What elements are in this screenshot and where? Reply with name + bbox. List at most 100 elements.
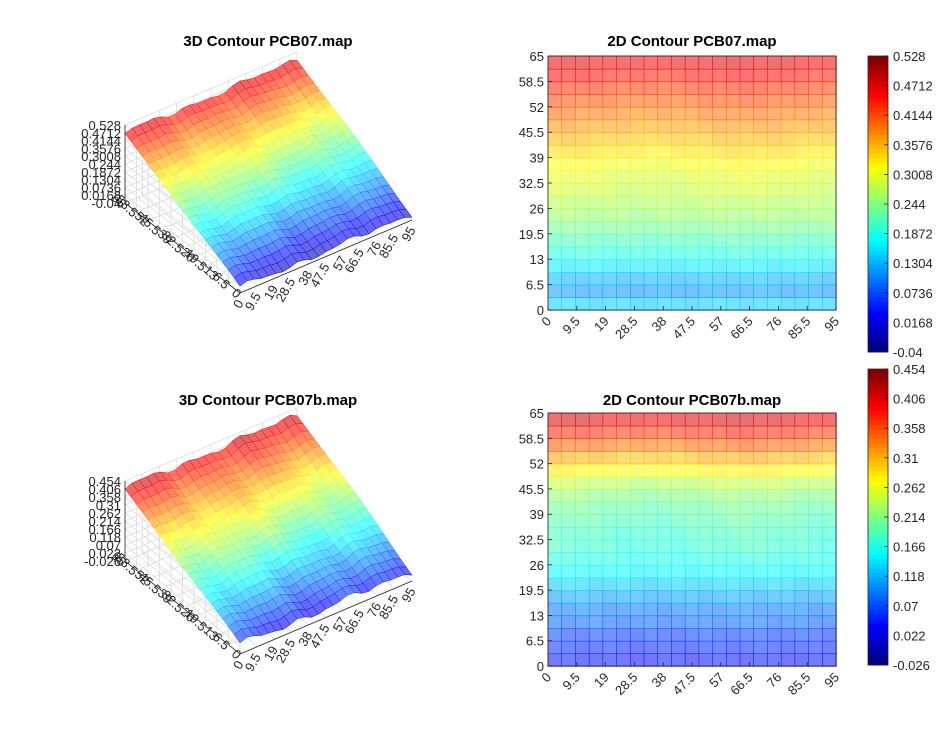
- heatmap-cell: [684, 195, 700, 210]
- heatmap-cell: [794, 551, 810, 566]
- z-tick-label: 0.0736: [81, 180, 121, 195]
- heatmap-cell: [780, 220, 796, 235]
- heatmap-cell: [753, 412, 769, 427]
- heatmap-cell: [780, 93, 796, 108]
- colorbar-swatch: [868, 396, 888, 402]
- heatmap-cell: [794, 68, 810, 83]
- heatmap-cell: [794, 182, 810, 197]
- heatmap-cell: [794, 93, 810, 108]
- heatmap-cell: [698, 463, 714, 477]
- heatmap-cell: [684, 412, 700, 427]
- heatmap-cell: [753, 437, 769, 452]
- heatmap-cell: [725, 81, 741, 95]
- z-tick-label: -0.04: [91, 196, 121, 211]
- heatmap-cell: [547, 501, 563, 515]
- heatmap-cell: [643, 602, 659, 617]
- heatmap-cell: [616, 258, 631, 273]
- heatmap-cell: [808, 208, 823, 222]
- colorbar-swatch: [868, 347, 888, 353]
- heatmap-cell: [629, 640, 645, 655]
- colorbar-tick-label: 0.454: [893, 362, 926, 377]
- heatmap-cell: [794, 195, 810, 210]
- colorbar-swatch: [868, 56, 888, 62]
- heatmap-cell: [698, 627, 714, 642]
- heatmap-cell: [547, 475, 563, 490]
- heatmap-cell: [712, 564, 727, 579]
- heatmap-cell: [808, 68, 823, 83]
- heatmap-cell: [767, 144, 782, 159]
- colorbar-swatch: [868, 456, 888, 463]
- heatmap-cell: [671, 475, 686, 490]
- heatmap-cell: [643, 195, 659, 210]
- colorbar-swatch: [868, 120, 888, 126]
- heatmap-cell: [671, 640, 686, 655]
- heatmap-cell: [794, 577, 810, 591]
- y-tick-label: 13: [530, 608, 544, 623]
- heatmap-cell: [725, 615, 741, 629]
- heatmap-cell: [616, 475, 631, 490]
- heatmap-cell: [616, 488, 631, 503]
- heatmap-cell: [588, 653, 604, 667]
- heatmap-cell: [753, 93, 769, 108]
- heatmap-cell: [561, 526, 577, 541]
- heatmap-cell: [684, 513, 700, 528]
- heatmap-cell: [821, 564, 837, 579]
- y-tick-label: 39: [530, 151, 544, 166]
- heatmap-cell: [575, 425, 590, 439]
- x-tick-label: 76: [764, 670, 785, 691]
- heatmap-cell: [821, 106, 837, 121]
- heatmap-cell: [561, 81, 577, 95]
- heatmap-cell: [712, 539, 727, 553]
- heatmap-cell: [780, 157, 796, 172]
- heatmap-cell: [561, 220, 577, 235]
- heatmap-cell: [616, 589, 631, 604]
- heatmap-cell: [588, 602, 604, 617]
- heatmap-cell: [821, 475, 837, 490]
- heatmap-cell: [753, 157, 769, 172]
- heatmap-cell: [616, 627, 631, 642]
- heatmap-cell: [671, 589, 686, 604]
- heatmap-cell: [561, 55, 577, 70]
- colorbar-tick-label: 0.262: [893, 480, 926, 495]
- x-tick-label: 19: [261, 282, 281, 302]
- heatmap-cell: [547, 425, 563, 439]
- heatmap-cell: [547, 296, 563, 311]
- heatmap-cell: [575, 640, 590, 655]
- z-tick-label: 0.07: [96, 538, 121, 553]
- x-tick-label: 9.5: [242, 290, 264, 313]
- heatmap-cell: [561, 233, 577, 248]
- heatmap-cell: [808, 437, 823, 452]
- colorbar-swatch: [868, 660, 888, 666]
- heatmap-cell: [547, 450, 563, 465]
- heatmap-cell: [753, 475, 769, 490]
- heatmap-cell: [671, 437, 686, 452]
- heatmap-cell: [794, 615, 810, 629]
- heatmap-cell: [602, 627, 618, 642]
- heatmap-cell: [794, 246, 810, 260]
- heatmap-cell: [561, 119, 577, 133]
- heatmap-cell: [767, 55, 782, 70]
- surface-plot-area-2: 09.51928.53847.55766.57685.59506.51319.5…: [84, 407, 419, 674]
- colorbar-swatch: [868, 572, 888, 578]
- plot-title-4: 2D Contour PCB07b.map: [603, 392, 781, 409]
- heatmap-cell: [657, 425, 673, 439]
- heatmap-cell: [794, 271, 810, 286]
- heatmap-cell: [616, 615, 631, 629]
- heatmap-cell: [547, 539, 563, 553]
- heatmap-cell: [767, 170, 782, 184]
- x-tick-label: 76: [364, 600, 384, 620]
- heatmap-cell: [684, 564, 700, 579]
- heatmap-cell: [588, 551, 604, 566]
- heatmap-cell: [780, 412, 796, 427]
- heatmap-cell: [588, 131, 604, 146]
- colorbar-swatch: [868, 338, 888, 344]
- heatmap-cell: [698, 513, 714, 528]
- heatmap-cell: [629, 602, 645, 617]
- heatmap-cell: [629, 589, 645, 604]
- heatmap-cell: [739, 653, 755, 667]
- heatmap-cell: [712, 475, 727, 490]
- heatmap-cell: [767, 412, 782, 427]
- heatmap-cell: [780, 564, 796, 579]
- heatmap-cell: [657, 589, 673, 604]
- heatmap-cell: [821, 144, 837, 159]
